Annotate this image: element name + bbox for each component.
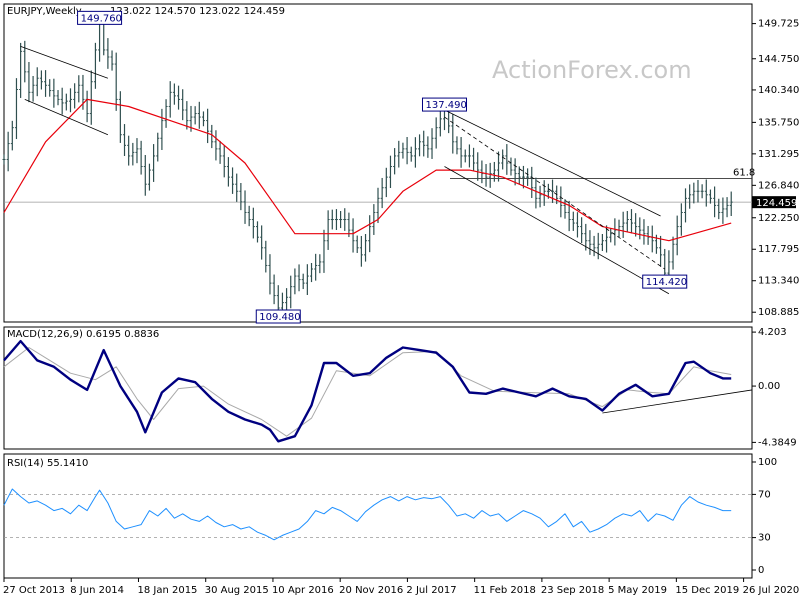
price-panel: ActionForex.com EURJPY,Weekly 123.022 12… [2, 3, 799, 324]
macd-trend-line [602, 389, 753, 414]
rsi-tick-label: 100 [758, 457, 777, 468]
rsi-overlays [3, 488, 752, 541]
price-tick-label: 108.885 [758, 307, 799, 318]
price-tick-label: 122.250 [758, 213, 799, 224]
macd-line [3, 339, 732, 443]
price-annotation-box [77, 10, 123, 25]
rsi-tick-label: 30 [758, 533, 771, 544]
price-annotation-label: 114.420 [646, 277, 687, 288]
last-price-label: 124.459 [756, 198, 797, 209]
fib-level-label: 61.8 [733, 168, 755, 179]
price-tick-label: 135.750 [758, 117, 799, 128]
rsi-panel: RSI(14) 55.1410 100 70 30 0 [3, 453, 777, 579]
x-tick-label: 18 Jan 2015 [137, 585, 197, 596]
price-tick-label: 126.840 [758, 180, 799, 191]
x-tick-label: 15 Dec 2019 [675, 585, 739, 596]
macd-tick-label: 4.203 [758, 327, 787, 338]
price-tick-labels: 149.725 144.750 140.340 135.750 131.295 126.8… [752, 19, 799, 318]
x-tick-label: 10 Apr 2016 [272, 585, 334, 596]
x-tick-label: 5 May 2019 [608, 585, 667, 596]
x-tick-label: 26 Jul 2020 [743, 585, 800, 596]
macd-overlays [3, 339, 753, 443]
macd-tick-labels: 4.203 0.00 -4.3849 [752, 327, 797, 448]
price-annotation-box [642, 274, 688, 289]
x-tick-label: 20 Nov 2016 [339, 585, 403, 596]
rsi-title: RSI(14) 55.1410 [7, 458, 88, 469]
price-tick-label: 149.725 [758, 19, 799, 30]
x-tick-label: 2 Jul 2017 [406, 585, 456, 596]
price-annotation-box [255, 309, 301, 324]
channel-line [24, 99, 109, 136]
macd-title: MACD(12,26,9) 0.6195 0.8836 [7, 329, 159, 340]
moving-average-line [3, 98, 732, 242]
price-header-symbol: EURJPY,Weekly [7, 6, 82, 17]
watermark: ActionForex.com [492, 56, 692, 84]
price-annotation-label: 149.760 [81, 13, 122, 24]
x-tick-label: 30 Aug 2015 [205, 585, 269, 596]
price-annotations: 149.760 137.490 109.480 114.420 124.459 [77, 10, 797, 324]
rsi-tick-label: 70 [758, 489, 771, 500]
macd-tick-label: -4.3849 [758, 437, 797, 448]
x-tick-label: 8 Jun 2014 [70, 585, 124, 596]
x-axis: 27 Oct 2013 8 Jun 2014 18 Jan 2015 30 Aug 2… [3, 578, 799, 596]
x-tick-label: 23 Sep 2018 [541, 585, 604, 596]
last-price-badge [752, 196, 796, 209]
price-overlays: 61.8 [2, 11, 755, 319]
macd-panel: MACD(12,26,9) 0.6195 0.8836 4.203 0.00 -4.… [3, 326, 797, 450]
price-tick-label: 140.340 [758, 85, 799, 96]
rsi-tick-label: 0 [758, 565, 764, 576]
rsi-line [3, 488, 732, 541]
macd-signal-line [3, 347, 732, 437]
price-header-ohlc: 123.022 124.570 123.022 124.459 [110, 6, 285, 17]
channel-line [444, 116, 665, 270]
price-annotation-label: 109.480 [259, 312, 300, 323]
price-annotation-box [421, 97, 467, 112]
rsi-tick-labels: 100 70 30 0 [752, 457, 777, 576]
channel-line [444, 109, 661, 217]
price-tick-label: 131.295 [758, 149, 799, 160]
x-tick-label: 27 Oct 2013 [3, 585, 65, 596]
channel-line [20, 46, 109, 79]
macd-tick-label: 0.00 [758, 381, 780, 392]
price-annotation-label: 137.490 [425, 100, 466, 111]
x-tick-label: 11 Feb 2018 [474, 585, 536, 596]
price-tick-label: 144.750 [758, 54, 799, 65]
price-tick-label: 113.340 [758, 276, 799, 287]
channel-line [444, 166, 670, 295]
price-tick-label: 117.795 [758, 244, 799, 255]
